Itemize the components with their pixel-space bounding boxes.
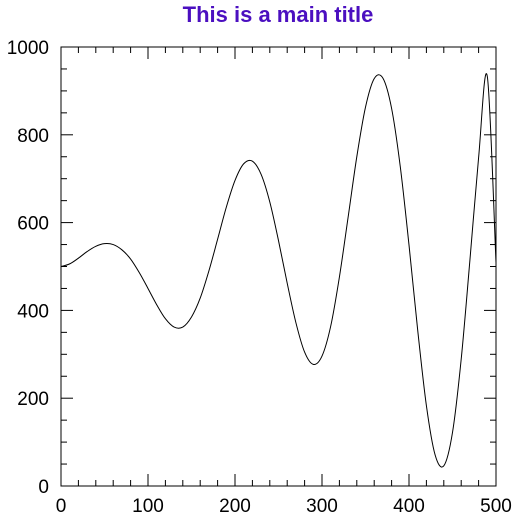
y-tick-label: 1000 bbox=[7, 38, 49, 59]
series-line bbox=[60, 73, 497, 468]
x-tick-label: 400 bbox=[393, 496, 425, 517]
plot-frame bbox=[60, 46, 497, 487]
y-tick-label: 400 bbox=[17, 301, 49, 322]
x-tick-label: 200 bbox=[219, 496, 251, 517]
x-tick-label: 500 bbox=[480, 496, 512, 517]
major-ticks bbox=[60, 46, 497, 487]
y-tick-label: 0 bbox=[38, 477, 49, 498]
chart-title: This is a main title bbox=[183, 2, 374, 27]
minor-ticks bbox=[61, 47, 496, 486]
y-tick-label: 200 bbox=[17, 389, 49, 410]
y-tick-label: 600 bbox=[17, 214, 49, 235]
y-tick-label: 800 bbox=[17, 126, 49, 147]
x-tick-label: 300 bbox=[306, 496, 338, 517]
x-tick-label: 100 bbox=[132, 496, 164, 517]
x-tick-label: 0 bbox=[56, 496, 67, 517]
tick-labels: 0 100 200 300 400 500 0 200 400 600 800 1000 bbox=[7, 38, 512, 517]
